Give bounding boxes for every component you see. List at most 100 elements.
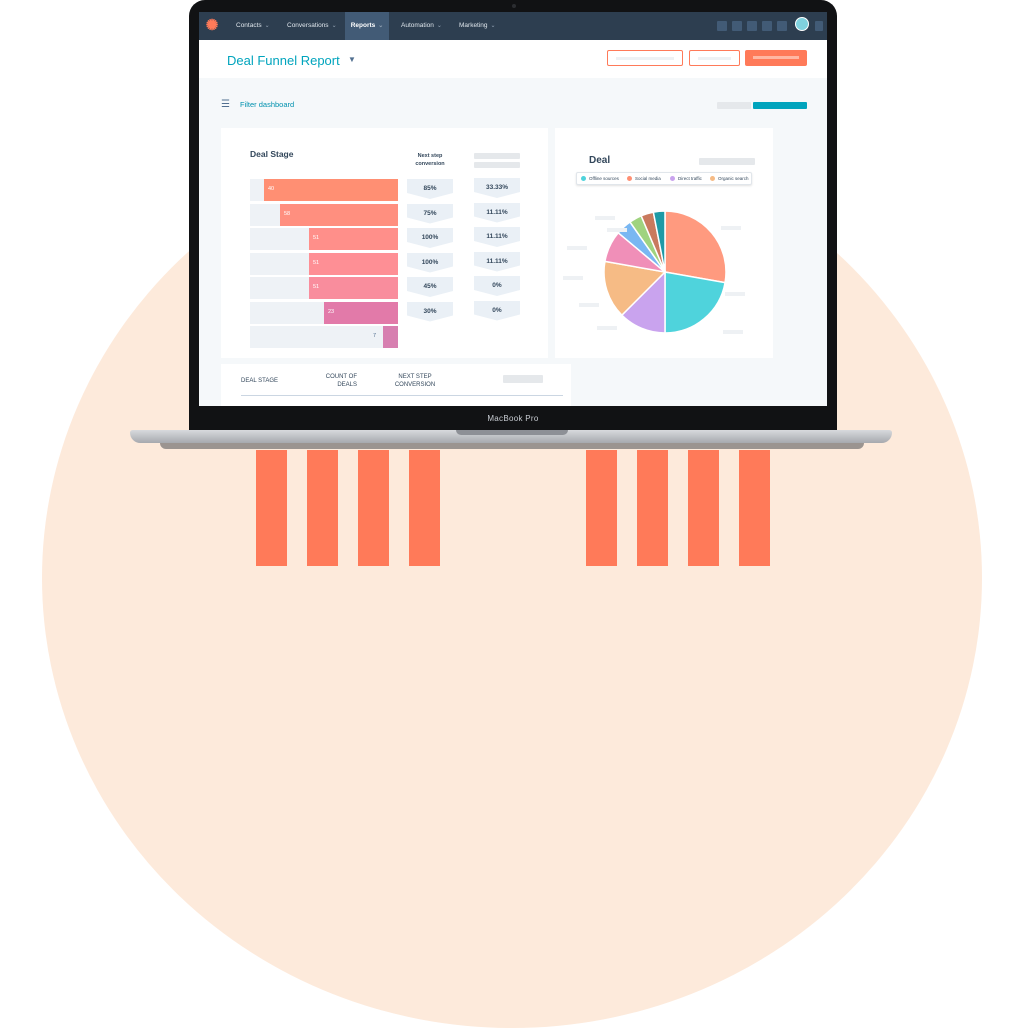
legend-item: Direct traffic — [670, 176, 702, 182]
column-header-placeholder — [474, 153, 520, 159]
page-header: Deal Funnel Report ▼ — [199, 40, 827, 78]
table-header-conversion[interactable]: NEXT STEP CONVERSION — [394, 374, 436, 388]
avatar[interactable] — [795, 17, 809, 31]
legend-item: Social media — [627, 176, 661, 182]
funnel-bar[interactable] — [264, 179, 398, 201]
nav-automation[interactable]: Automation ⌄ — [401, 12, 442, 40]
funnel-bar-count: 51 — [313, 284, 320, 290]
chevron-down-icon: ⌄ — [264, 23, 270, 29]
pie-callout-placeholder — [579, 303, 599, 307]
legend-dot — [581, 176, 586, 181]
pie-slice[interactable] — [603, 260, 667, 317]
table-header-count[interactable]: COUNT OF DEALS — [325, 374, 357, 388]
date-range-placeholder[interactable] — [717, 102, 751, 109]
legend-item: Offline sources — [581, 176, 619, 182]
decorative-stripe — [307, 450, 338, 566]
column-header-placeholder — [474, 162, 520, 168]
nav-marketing[interactable]: Marketing ⌄ — [459, 12, 496, 40]
funnel-bar[interactable] — [309, 252, 398, 275]
chevron-down-icon: ⌄ — [490, 23, 496, 29]
chevron-down-icon: ⌄ — [436, 23, 442, 29]
header-secondary-button[interactable] — [689, 50, 740, 66]
nav-automation-label: Automation — [401, 22, 434, 29]
search-icon[interactable] — [717, 21, 727, 31]
hubspot-logo-icon[interactable]: ✺ — [205, 17, 219, 34]
decorative-stripe — [637, 450, 668, 566]
conversion-chip: 100% — [407, 228, 453, 248]
cumulative-chip: 11.11% — [474, 202, 520, 223]
decorative-stripe — [358, 450, 389, 566]
decorative-stripe — [688, 450, 719, 566]
pie-title: Deal — [589, 155, 611, 166]
pie-callout-placeholder — [723, 330, 743, 334]
settings-icon[interactable] — [762, 21, 772, 31]
pie-callout-placeholder — [721, 226, 741, 230]
funnel-bar[interactable] — [280, 203, 398, 226]
cumulative-chip: 11.11% — [474, 251, 520, 272]
funnel-bar[interactable] — [383, 326, 398, 348]
table-header-deal-stage[interactable]: DEAL STAGE — [241, 378, 279, 384]
funnel-bar[interactable] — [309, 277, 398, 299]
table-card — [221, 364, 571, 406]
table-divider — [241, 395, 563, 396]
legend-label: Offline sources — [589, 176, 619, 181]
pie-callout-placeholder — [725, 292, 745, 296]
legend-item: Organic search — [710, 176, 749, 182]
conversion-chip: 100% — [407, 252, 453, 273]
laptop-base — [130, 430, 892, 443]
chevron-down-icon: ⌄ — [378, 23, 384, 29]
pie-subtitle-placeholder — [699, 158, 755, 165]
conversion-chip: 75% — [407, 203, 453, 224]
top-nav: ✺ Contacts ⌄ Conversations ⌄ Reports ⌄ Auto… — [199, 12, 827, 40]
nav-reports[interactable]: Reports ⌄ — [345, 12, 389, 40]
app-screen: ✺ Contacts ⌄ Conversations ⌄ Reports ⌄ Auto… — [199, 12, 827, 406]
export-button[interactable] — [753, 102, 807, 109]
cumulative-chip: 11.11% — [474, 227, 520, 247]
pie-slice[interactable] — [652, 210, 666, 273]
header-action-button[interactable] — [607, 50, 683, 66]
notifications-icon[interactable] — [777, 21, 787, 31]
legend-dot — [710, 176, 715, 181]
funnel-row[interactable] — [250, 326, 398, 348]
page-title[interactable]: Deal Funnel Report — [227, 53, 340, 68]
funnel-bar[interactable] — [309, 228, 398, 250]
pie-callout-placeholder — [597, 326, 617, 330]
nav-contacts-label: Contacts — [236, 22, 262, 29]
table-header-placeholder — [503, 375, 543, 383]
pie-callout-placeholder — [567, 246, 587, 250]
cumulative-chip: 0% — [474, 276, 520, 296]
nav-conversations[interactable]: Conversations ⌄ — [287, 12, 337, 40]
nav-contacts[interactable]: Contacts ⌄ — [236, 12, 270, 40]
pie-slice[interactable] — [664, 271, 726, 334]
decorative-stripe — [739, 450, 770, 566]
account-menu-icon[interactable] — [815, 21, 823, 31]
laptop-notch — [456, 430, 568, 435]
cumulative-chip: 33.33% — [474, 178, 520, 198]
legend-dot — [670, 176, 675, 181]
marketplace-icon[interactable] — [747, 21, 757, 31]
pie-slice[interactable] — [664, 210, 727, 284]
decorative-stripe — [409, 450, 440, 566]
funnel-bar-count: 51 — [313, 235, 320, 241]
calling-icon[interactable] — [732, 21, 742, 31]
decorative-stripe — [256, 450, 287, 566]
cumulative-chip: 0% — [474, 300, 520, 321]
legend-label: Direct traffic — [678, 176, 702, 181]
nav-reports-label: Reports — [350, 22, 376, 29]
camera-icon — [512, 4, 516, 8]
legend-dot — [627, 176, 632, 181]
chevron-down-icon: ⌄ — [331, 23, 337, 29]
conversion-chip: 45% — [407, 277, 453, 297]
filter-dashboard-label: Filter dashboard — [240, 100, 295, 109]
laptop-shadow — [160, 443, 864, 449]
conversion-chip: 30% — [407, 301, 453, 322]
caret-down-icon[interactable]: ▼ — [348, 55, 356, 64]
legend-label: Social media — [635, 176, 661, 181]
header-primary-button[interactable] — [745, 50, 807, 66]
pie-chart — [563, 210, 745, 334]
funnel-bar-count: 7 — [373, 333, 377, 339]
laptop-label: MacBook Pro — [487, 414, 539, 423]
funnel-bar[interactable] — [324, 301, 398, 324]
pie-callout-placeholder — [595, 216, 615, 220]
next-step-header: Next step conversion — [415, 153, 445, 167]
